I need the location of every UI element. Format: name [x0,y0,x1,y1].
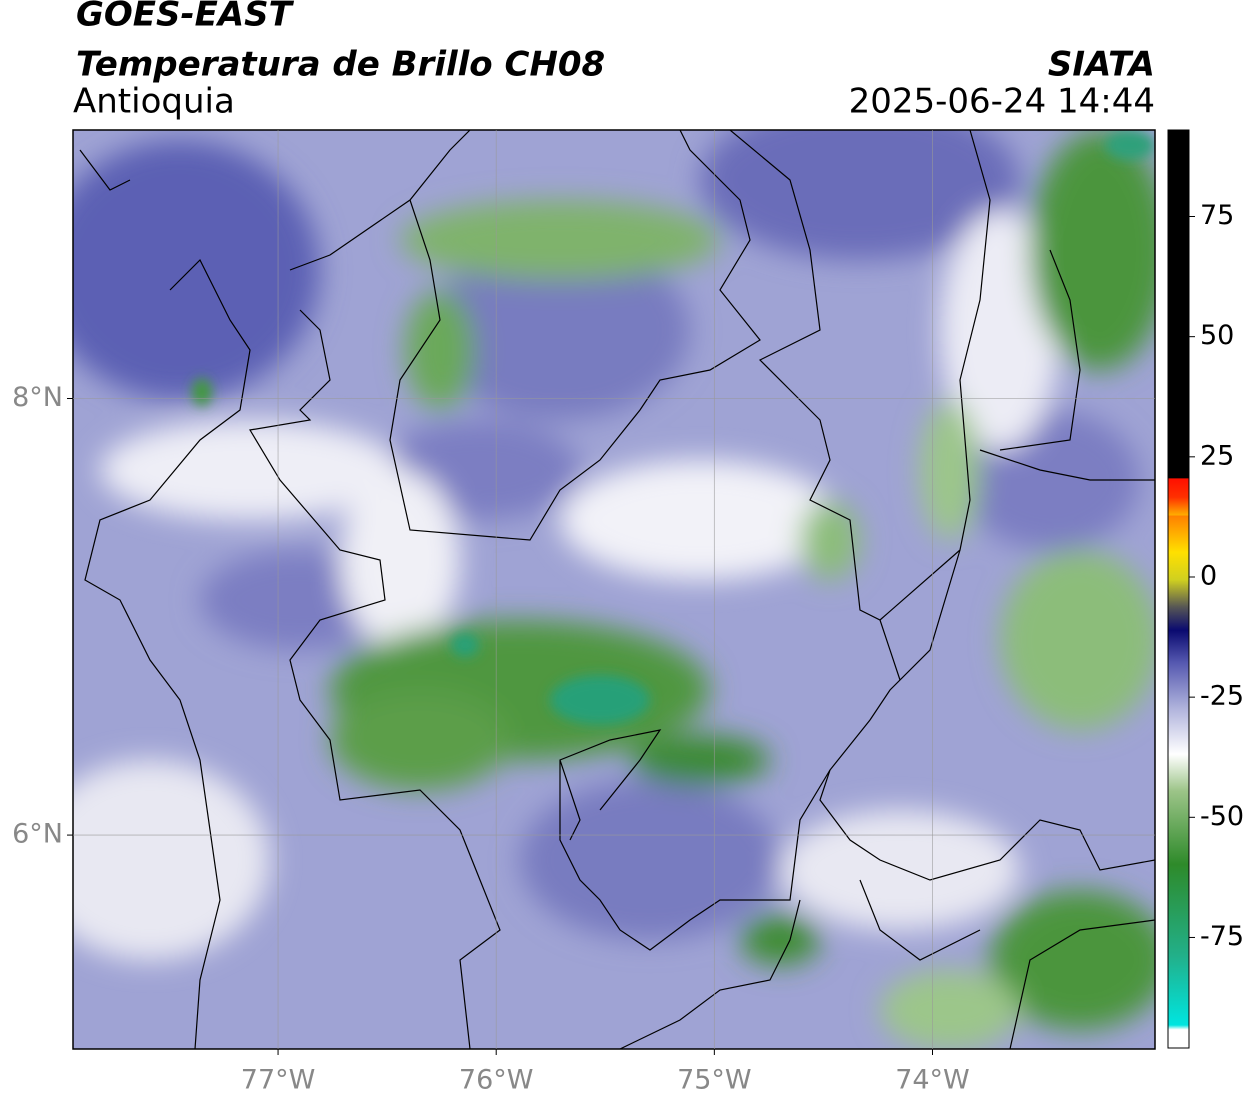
x-tick-label: 74°W [895,1065,970,1096]
title: GOES-EAST [76,0,295,35]
region: Antioquia [73,82,235,122]
subtitle: Temperatura de Brillo CH08 [76,45,605,85]
timestamp: 2025-06-24 14:44 [849,82,1155,122]
colorbar-tick-label: 50 [1200,320,1234,351]
colorbar-tick-label: -50 [1200,801,1244,832]
source: SIATA [1048,45,1155,85]
map-frame [72,129,1156,1050]
y-tick-label: 6°N [12,819,63,850]
x-tick-label: 75°W [677,1065,752,1096]
colorbar-tick-label: 0 [1200,560,1217,591]
colorbar-tick-label: 25 [1200,440,1234,471]
map-image [73,130,1155,1049]
x-tick-label: 76°W [459,1065,534,1096]
colorbar-tick-label: -75 [1200,921,1244,952]
colorbar-tick-label: 75 [1200,200,1234,231]
colorbar [1167,129,1190,1049]
x-tick-label: 77°W [241,1065,316,1096]
y-tick-label: 8°N [12,382,63,413]
colorbar-tick-label: -25 [1200,681,1244,712]
